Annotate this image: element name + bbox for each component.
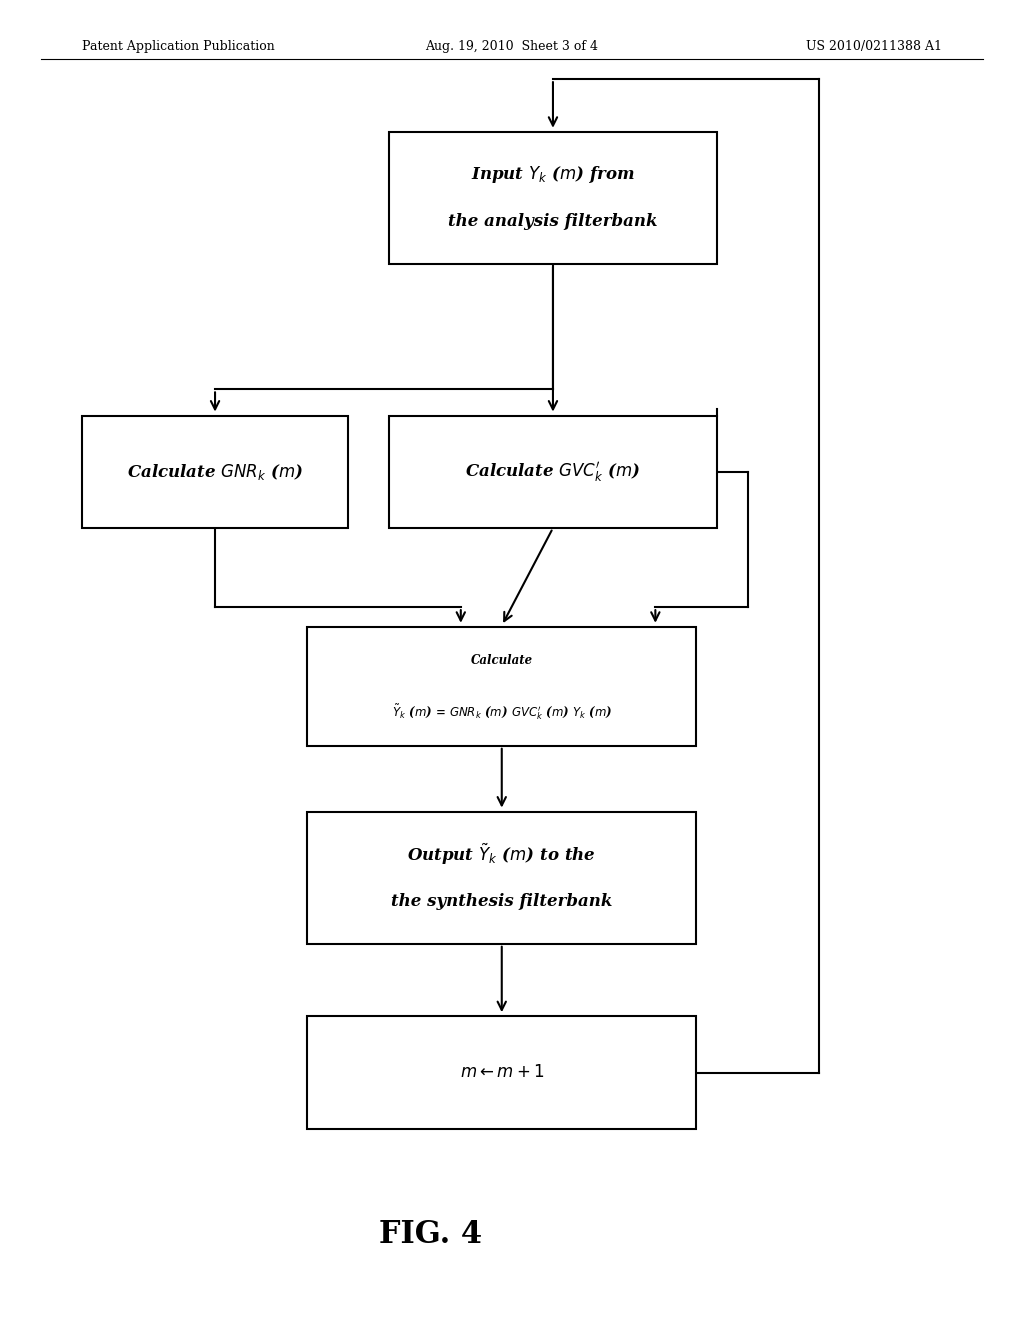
FancyBboxPatch shape (307, 627, 696, 746)
Text: the synthesis filterbank: the synthesis filterbank (391, 894, 612, 909)
Text: the analysis filterbank: the analysis filterbank (449, 214, 657, 230)
Text: FIG. 4: FIG. 4 (379, 1218, 481, 1250)
FancyBboxPatch shape (307, 1016, 696, 1129)
Text: Calculate $GNR_k$ ($m$): Calculate $GNR_k$ ($m$) (127, 462, 303, 482)
FancyBboxPatch shape (389, 132, 717, 264)
Text: Calculate $GVC_k'$ ($m$): Calculate $GVC_k'$ ($m$) (465, 459, 641, 484)
Text: Output $\tilde{Y}_k$ ($m$) to the: Output $\tilde{Y}_k$ ($m$) to the (408, 841, 596, 867)
Text: $\tilde{Y}_k$ ($m$) = $GNR_k$ ($m$) $GVC_k'$ ($m$) $Y_k$ ($m$): $\tilde{Y}_k$ ($m$) = $GNR_k$ ($m$) $GVC… (391, 702, 612, 722)
Text: Calculate: Calculate (471, 653, 532, 667)
Text: Input $Y_k$ ($m$) from: Input $Y_k$ ($m$) from (471, 164, 635, 185)
FancyBboxPatch shape (82, 416, 348, 528)
Text: US 2010/0211388 A1: US 2010/0211388 A1 (806, 40, 942, 53)
FancyBboxPatch shape (389, 416, 717, 528)
Text: Aug. 19, 2010  Sheet 3 of 4: Aug. 19, 2010 Sheet 3 of 4 (426, 40, 598, 53)
Text: Patent Application Publication: Patent Application Publication (82, 40, 274, 53)
FancyBboxPatch shape (307, 812, 696, 944)
Text: $m \leftarrow m+1$: $m \leftarrow m+1$ (460, 1064, 544, 1081)
